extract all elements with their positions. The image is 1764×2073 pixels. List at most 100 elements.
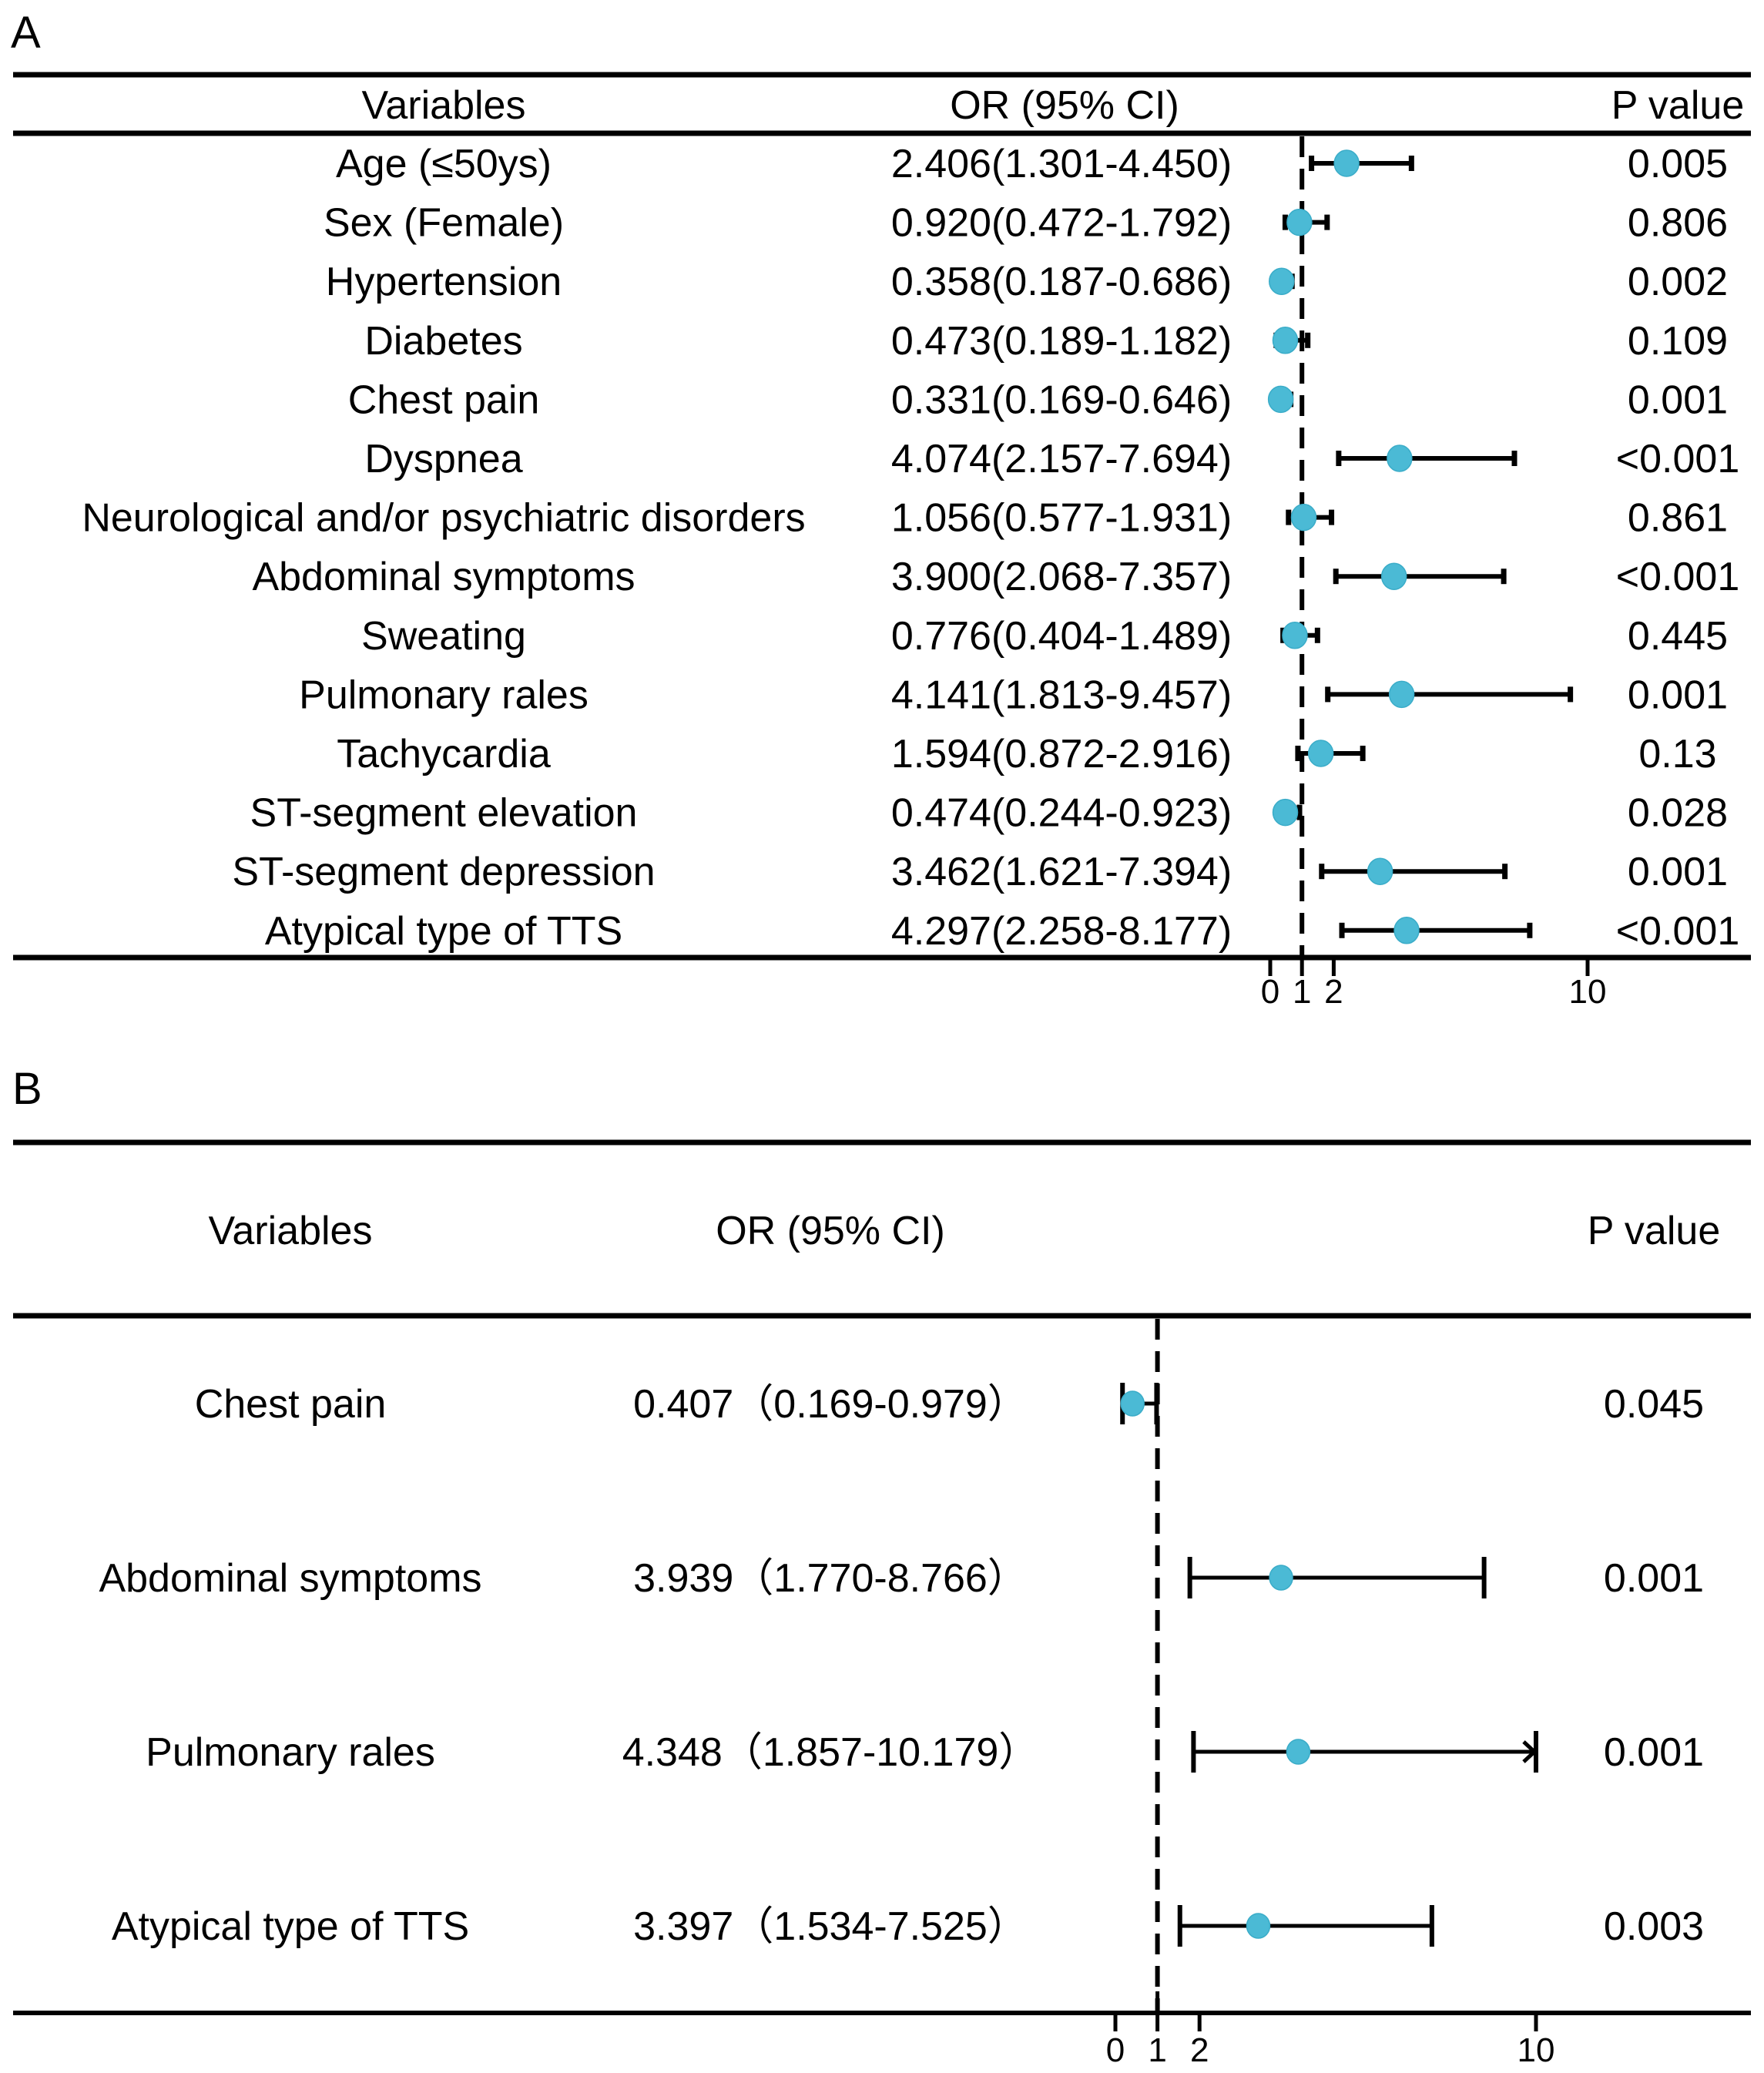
p-value: <0.001: [1616, 555, 1740, 599]
variable-label: Chest pain: [195, 1382, 387, 1427]
table-row: Hypertension 0.358(0.187-0.686) 0.002: [326, 260, 1728, 304]
table-row: Chest pain 0.331(0.169-0.646) 0.001: [348, 377, 1728, 422]
or-point: [1267, 385, 1294, 414]
or-ci-value: 0.776(0.404-1.489): [891, 614, 1232, 659]
variable-label: Hypertension: [326, 260, 562, 304]
or-point: [1286, 1739, 1311, 1765]
panel-b-label: B: [12, 1064, 42, 1114]
panel-a-rows: Age (≤50ys) 2.406(1.301-4.450) 0.005 Sex (F…: [82, 136, 1739, 955]
variable-label: Abdominal symptoms: [252, 555, 635, 599]
variable-label: Chest pain: [348, 377, 540, 422]
or-point: [1307, 740, 1334, 767]
or-ci-value: 0.473(0.189-1.182): [891, 319, 1232, 364]
or-point: [1282, 622, 1308, 649]
x-tick-label: 10: [1569, 973, 1607, 1011]
table-row: Abdominal symptoms 3.900(2.068-7.357) <0.0…: [252, 555, 1739, 599]
or-ci-value: 0.407（0.169-0.979）: [633, 1382, 1028, 1427]
or-point: [1246, 1913, 1271, 1939]
table-row: Atypical type of TTS 4.297(2.258-8.177) <0…: [265, 909, 1739, 954]
panel-b: B Variables OR (95% CI) P value Chest pa…: [12, 1064, 1751, 2069]
or-ci-value: 0.920(0.472-1.792): [891, 201, 1232, 246]
variable-label: Sweating: [361, 614, 526, 659]
x-tick-label: 2: [1324, 973, 1343, 1011]
p-value: 0.001: [1628, 377, 1728, 422]
p-value: 0.028: [1628, 791, 1728, 836]
x-tick-label: 10: [1518, 2031, 1555, 2069]
table-row: Dyspnea 4.074(2.157-7.694) <0.001: [364, 437, 1739, 481]
x-tick-label: 0: [1106, 2031, 1125, 2069]
p-value: 0.003: [1604, 1904, 1704, 1949]
or-ci-value: 1.594(0.872-2.916): [891, 732, 1232, 777]
panel-b-header-p-value: P value: [1588, 1209, 1721, 1253]
p-value: 0.001: [1604, 1730, 1704, 1775]
or-ci-value: 3.397（1.534-7.525）: [633, 1904, 1028, 1949]
x-tick-label: 1: [1148, 2031, 1166, 2069]
table-row: Atypical type of TTS 3.397（1.534-7.525） 0.…: [112, 1904, 1704, 1949]
table-row: Abdominal symptoms 3.939（1.770-8.766） 0.00…: [99, 1556, 1704, 1601]
or-ci-value: 4.074(2.157-7.694): [891, 437, 1232, 481]
panel-b-x-axis: 0 1 2 10: [1106, 1991, 1555, 2069]
p-value: 0.001: [1628, 850, 1728, 894]
variable-label: ST-segment elevation: [250, 791, 638, 836]
x-tick-label: 0: [1261, 973, 1279, 1011]
panel-b-header-or-ci: OR (95% CI): [716, 1209, 945, 1253]
table-row: Age (≤50ys) 2.406(1.301-4.450) 0.005: [336, 142, 1728, 186]
table-row: ST-segment elevation 0.474(0.244-0.923) 0.…: [250, 791, 1729, 836]
panel-a-x-axis: 0 1 2 10: [1261, 958, 1607, 1011]
or-point: [1120, 1390, 1145, 1417]
or-point: [1269, 1565, 1293, 1591]
variable-label: Pulmonary rales: [146, 1730, 435, 1775]
variable-label: Pulmonary rales: [299, 673, 589, 717]
or-ci-value: 3.900(2.068-7.357): [891, 555, 1232, 599]
panel-b-rows: Chest pain 0.407（0.169-0.979） 0.045 Abdomin…: [99, 1319, 1704, 2011]
table-row: Sex (Female) 0.920(0.472-1.792) 0.806: [324, 201, 1728, 246]
or-point: [1380, 562, 1407, 590]
panel-a-header-p-value: P value: [1611, 83, 1745, 128]
variable-label: Dyspnea: [364, 437, 522, 481]
table-row: Chest pain 0.407（0.169-0.979） 0.045: [195, 1382, 1704, 1427]
variable-label: Diabetes: [364, 319, 522, 364]
p-value: 0.861: [1628, 496, 1728, 541]
or-ci-value: 2.406(1.301-4.450): [891, 142, 1232, 186]
p-value: 0.109: [1628, 319, 1728, 364]
p-value: <0.001: [1616, 909, 1740, 954]
x-tick-label: 1: [1293, 973, 1311, 1011]
or-ci-value: 4.141(1.813-9.457): [891, 673, 1232, 717]
variable-label: Atypical type of TTS: [112, 1904, 469, 1949]
p-value: 0.445: [1628, 614, 1728, 659]
or-point: [1272, 327, 1299, 354]
variable-label: Sex (Female): [324, 201, 564, 246]
panel-a-header-variables: Variables: [362, 83, 526, 128]
or-point: [1290, 503, 1317, 532]
p-value: 0.005: [1628, 142, 1728, 186]
variable-label: Tachycardia: [337, 732, 551, 777]
or-ci-value: 1.056(0.577-1.931): [891, 496, 1232, 541]
p-value: 0.13: [1638, 732, 1716, 777]
or-point: [1268, 267, 1295, 295]
variable-label: Atypical type of TTS: [265, 909, 622, 954]
p-value: <0.001: [1616, 437, 1740, 481]
or-point: [1387, 444, 1413, 472]
table-row: Pulmonary rales 4.141(1.813-9.457) 0.001: [299, 673, 1728, 717]
variable-label: Neurological and/or psychiatric disorder…: [82, 496, 805, 541]
panel-a-label: A: [11, 8, 41, 58]
or-point: [1388, 680, 1415, 709]
variable-label: Abdominal symptoms: [99, 1556, 481, 1601]
p-value: 0.002: [1628, 260, 1728, 304]
or-point: [1367, 857, 1393, 885]
p-value: 0.001: [1604, 1556, 1704, 1601]
variable-label: Age (≤50ys): [336, 142, 552, 186]
table-row: Diabetes 0.473(0.189-1.182) 0.109: [364, 319, 1728, 364]
or-ci-value: 0.474(0.244-0.923): [891, 791, 1232, 836]
p-value: 0.806: [1628, 201, 1728, 246]
variable-label: ST-segment depression: [232, 850, 655, 894]
or-point: [1393, 917, 1420, 944]
table-row: ST-segment depression 3.462(1.621-7.394) 0…: [232, 850, 1728, 894]
ci-truncation-arrow-icon: [1522, 1740, 1538, 1763]
table-row: Tachycardia 1.594(0.872-2.916) 0.13: [337, 732, 1716, 777]
table-row: Pulmonary rales 4.348（1.857-10.179） 0.001: [146, 1730, 1704, 1775]
x-tick-label: 2: [1190, 2031, 1209, 2069]
panel-b-header-variables: Variables: [209, 1209, 373, 1253]
or-point: [1286, 208, 1313, 236]
